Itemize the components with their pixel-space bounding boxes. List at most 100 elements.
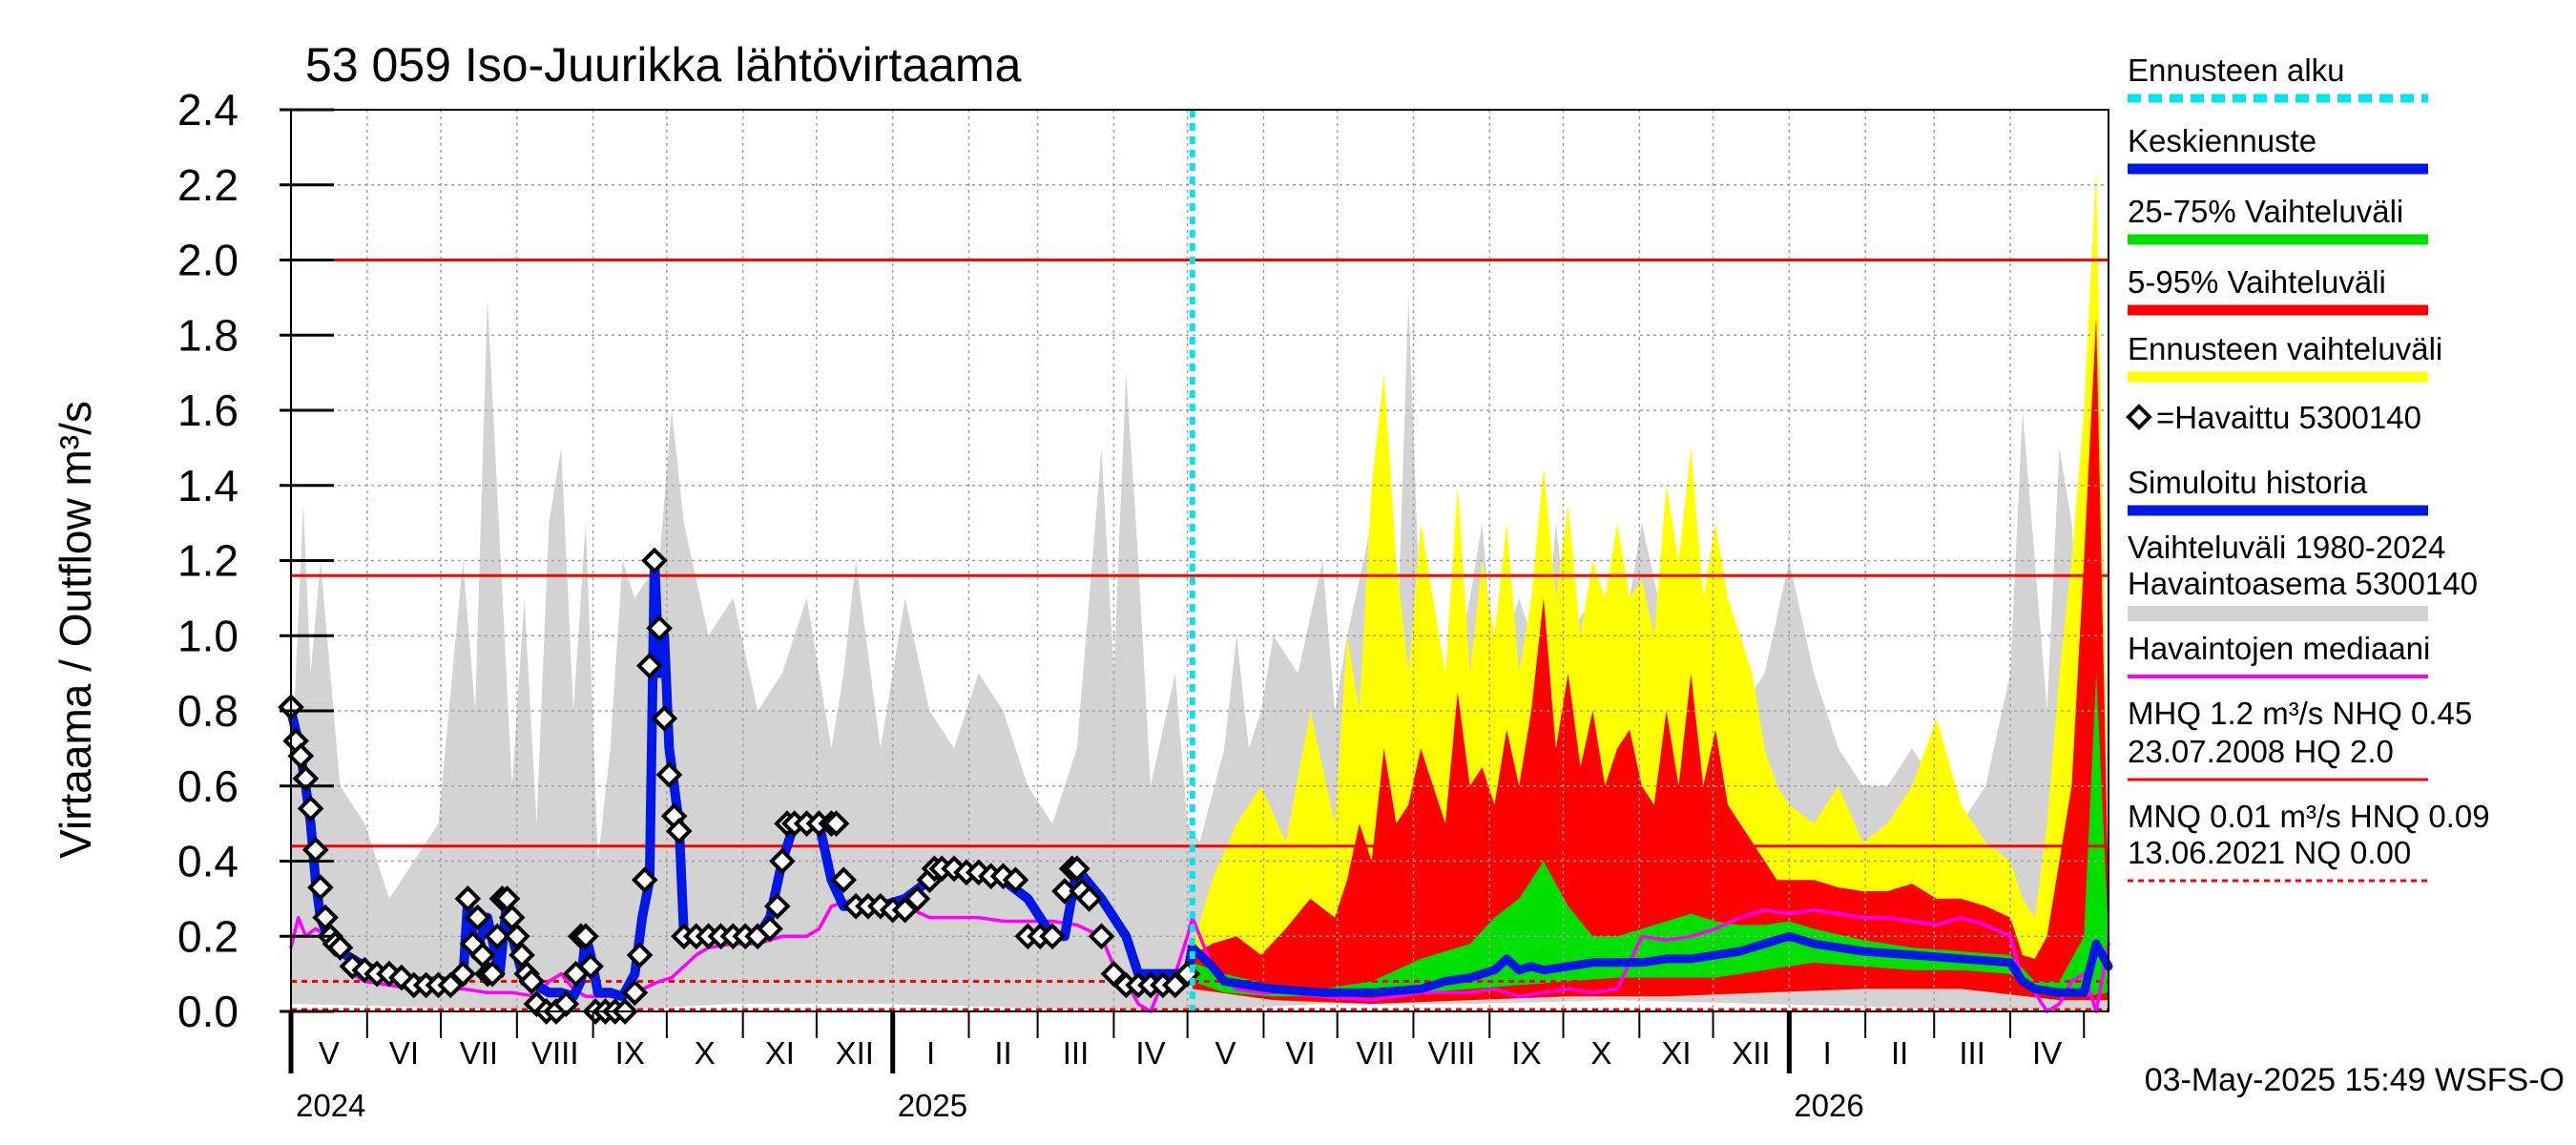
year-label: 2026 <box>1794 1088 1863 1123</box>
legend-swatch <box>2126 404 2152 430</box>
month-label: I <box>1823 1035 1832 1071</box>
observed-point <box>287 742 315 770</box>
month-label: X <box>695 1035 716 1071</box>
month-label: IV <box>1135 1035 1165 1071</box>
observed-point <box>518 968 546 995</box>
y-tick-label: 0.4 <box>177 837 239 886</box>
y-tick-label: 0.8 <box>177 686 239 736</box>
observed-point <box>1051 878 1078 905</box>
observed-point <box>572 923 599 950</box>
month-label: III <box>1063 1035 1090 1071</box>
y-tick-label: 1.2 <box>177 536 239 586</box>
y-tick-label: 2.2 <box>177 160 239 210</box>
month-label: IV <box>2032 1035 2062 1071</box>
observed-point <box>552 990 580 1017</box>
observed-point <box>763 892 791 920</box>
month-label: V <box>1215 1035 1236 1071</box>
observed-point <box>626 942 654 968</box>
observed-point <box>1088 923 1115 950</box>
mean-forecast-line <box>1188 931 2113 997</box>
legend-label: 23.07.2008 HQ 2.0 <box>2128 734 2394 769</box>
observed-point <box>830 866 858 894</box>
legend: Ennusteen alku Keskiennuste 25-75% Vaihtel… <box>2126 52 2490 883</box>
observed-point <box>621 979 649 1007</box>
observed-point <box>769 847 796 875</box>
month-label: XI <box>1661 1035 1691 1071</box>
month-label: IX <box>615 1035 645 1071</box>
observed-point <box>479 960 506 988</box>
observed-point <box>655 761 683 788</box>
observed-point <box>509 942 535 968</box>
observed-point <box>468 942 496 968</box>
observed-point <box>631 866 658 894</box>
observed-point <box>904 885 931 912</box>
y-tick-label: 2.0 <box>177 236 239 285</box>
y-tick-label: 1.0 <box>177 611 239 660</box>
observed-point <box>498 904 526 931</box>
observed-point <box>665 818 693 844</box>
y-tick-label: 1.4 <box>177 461 239 510</box>
observed-point <box>449 960 477 988</box>
legend-label: Ennusteen vaihteluväli <box>2128 331 2442 366</box>
observed-point <box>454 885 482 912</box>
observed-point <box>1063 855 1091 883</box>
month-label: V <box>319 1035 340 1071</box>
year-label: 2025 <box>898 1088 967 1123</box>
chart-title: 53 059 Iso-Juurikka lähtövirtaama <box>305 38 1022 92</box>
observed-point <box>822 810 850 837</box>
y-tick-label: 2.4 <box>177 85 239 135</box>
month-label: VII <box>1356 1035 1394 1071</box>
range-5-95-band <box>1192 316 2109 1005</box>
observed-point <box>651 705 678 732</box>
legend-label: 5-95% Vaihteluväli <box>2128 264 2386 300</box>
observed-point <box>493 885 521 912</box>
month-label: III <box>1959 1035 1985 1071</box>
observed-point <box>504 923 530 950</box>
y-tick-label: 0.2 <box>177 911 239 961</box>
observed-point <box>292 765 320 792</box>
month-label: VIII <box>1428 1035 1476 1071</box>
observed-point <box>464 904 491 931</box>
y-tick-label: 0.0 <box>177 987 239 1036</box>
legend-label: Simuloitu historia <box>2128 465 2368 500</box>
year-label: 2024 <box>296 1088 365 1123</box>
month-label: VII <box>460 1035 498 1071</box>
month-label: VI <box>1285 1035 1315 1071</box>
observed-point <box>577 952 604 980</box>
month-label: XI <box>765 1035 795 1071</box>
y-tick-label: 1.6 <box>177 385 239 435</box>
observed-point <box>307 874 334 901</box>
observed-point <box>1075 885 1103 912</box>
observed-point <box>484 923 511 950</box>
month-label: VIII <box>531 1035 579 1071</box>
month-label: II <box>994 1035 1011 1071</box>
y-tick-label: 0.6 <box>177 761 239 811</box>
observed-point <box>1039 923 1066 950</box>
month-label: II <box>1891 1035 1908 1071</box>
legend-label: Ennusteen alku <box>2128 52 2345 88</box>
legend-label: MHQ 1.2 m³/s NHQ 0.45 <box>2128 696 2472 731</box>
legend-label: Vaihteluväli 1980-2024 <box>2128 530 2445 565</box>
month-label: I <box>926 1035 935 1071</box>
legend-label: =Havaittu 5300140 <box>2156 400 2421 435</box>
legend-label: 25-75% Vaihteluväli <box>2128 194 2403 229</box>
observed-point <box>326 934 354 961</box>
legend-label: Havaintoasema 5300140 <box>2128 566 2478 601</box>
observed-point <box>297 795 324 822</box>
month-label: XII <box>836 1035 874 1071</box>
observed-point <box>641 547 668 574</box>
month-label: X <box>1590 1035 1611 1071</box>
legend-label: Havaintojen mediaani <box>2128 631 2430 666</box>
y-tick-label: 1.8 <box>177 310 239 360</box>
month-label: XII <box>1732 1035 1770 1071</box>
observed-point <box>636 652 663 679</box>
legend-label: Keskiennuste <box>2128 123 2316 158</box>
observed-point <box>757 915 783 943</box>
legend-label: 13.06.2021 NQ 0.00 <box>2128 835 2411 870</box>
plot-area: 0.0 0.2 0.4 0.6 0.8 1.0 1.2 1.4 1.6 1.8 2.0 2.2 2.4 V… <box>177 85 2113 1123</box>
footer-timestamp: 03-May-2025 15:49 WSFS-O <box>2145 1062 2565 1098</box>
y-axis-label: Virtaama / Outflow m³/s <box>51 401 100 859</box>
month-label: VI <box>389 1035 419 1071</box>
observed-point <box>1002 866 1029 894</box>
